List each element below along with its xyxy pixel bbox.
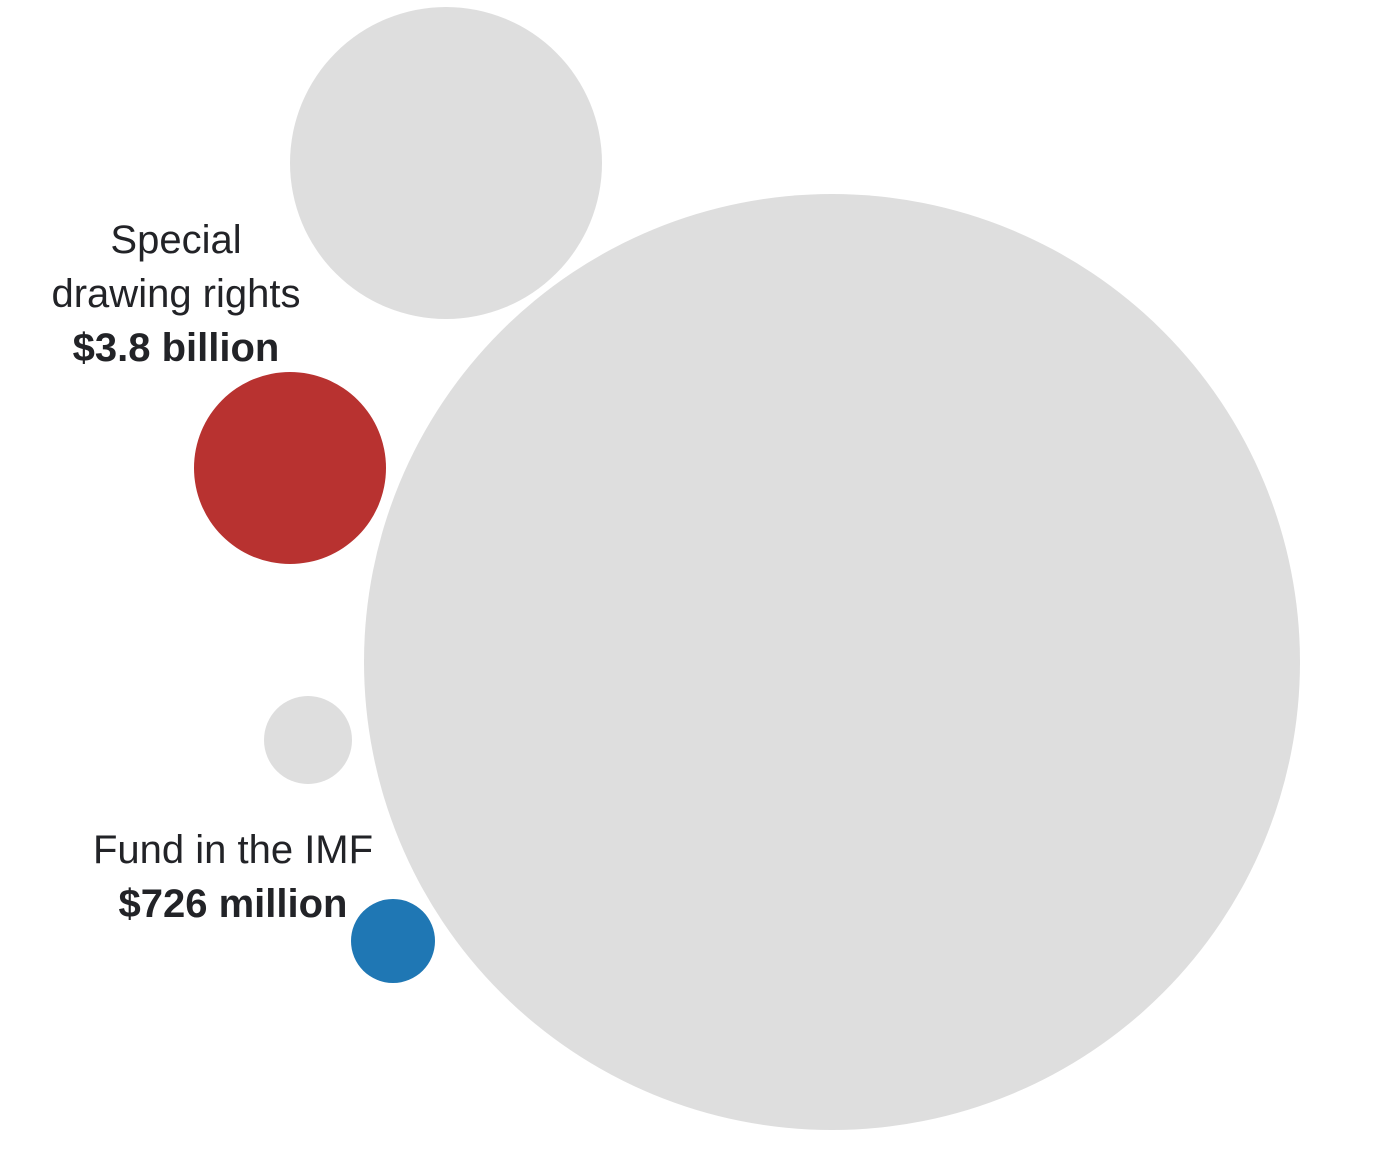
label-sdr-name-line-1: Special	[110, 218, 242, 262]
bubble-upper	[290, 7, 602, 319]
label-special-drawing-rights: Special drawing rights $3.8 billion	[51, 213, 300, 375]
label-fund-in-the-imf: Fund in the IMF $726 million	[93, 823, 373, 931]
label-imf-name: Fund in the IMF	[92, 828, 374, 872]
bubble-fund-in-the-imf	[351, 899, 435, 983]
bubble-large	[364, 194, 1300, 1130]
bubble-special-drawing-rights	[194, 372, 386, 564]
label-imf-value: $726 million	[118, 882, 348, 926]
label-sdr-name-line-2: drawing rights	[51, 272, 301, 316]
bubble-small	[264, 696, 352, 784]
label-sdr-value: $3.8 billion	[72, 326, 280, 370]
